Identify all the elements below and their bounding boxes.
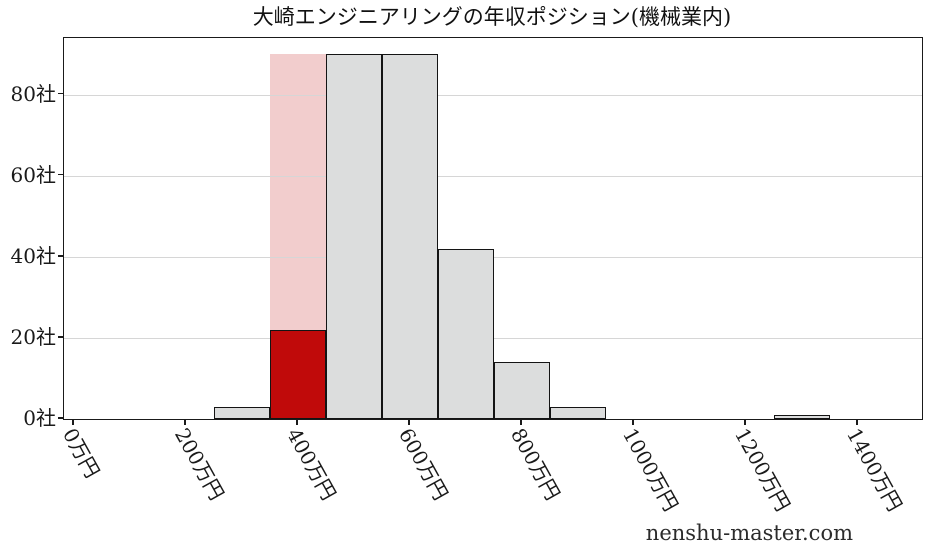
gridline-y-60 [64, 175, 922, 177]
x-axis-label-text: 1200万円 [730, 424, 796, 516]
y-axis-tick [58, 93, 63, 95]
histogram-bar [550, 406, 607, 419]
histogram-bar [326, 54, 383, 419]
x-axis-label-text: 400万円 [282, 424, 341, 505]
x-axis-label-text: 800万円 [506, 424, 566, 505]
histogram-bar [494, 362, 551, 419]
x-axis-label-text: 200万円 [170, 424, 229, 505]
y-axis-tick [58, 174, 63, 176]
y-axis-label: 40社 [10, 243, 56, 268]
y-axis-tick [58, 255, 63, 257]
x-axis-label-text: 0万円 [58, 424, 105, 482]
y-axis-tick [58, 336, 63, 338]
histogram-bar [774, 414, 831, 419]
y-axis-tick [58, 417, 63, 419]
y-axis-label: 80社 [10, 81, 56, 106]
x-axis-tick [632, 419, 634, 425]
x-axis-label-text: 1400万円 [842, 424, 908, 516]
y-axis-label: 60社 [10, 162, 56, 187]
histogram-bar [382, 54, 439, 419]
x-axis-tick [520, 419, 522, 425]
chart-title: 大崎エンジニアリングの年収ポジション(機械業内) [252, 5, 732, 29]
x-axis-tick [744, 419, 746, 425]
histogram-bar-highlighted [270, 329, 327, 419]
histogram-bar [214, 406, 271, 419]
y-axis-label: 0社 [23, 406, 56, 430]
x-axis-tick [296, 419, 298, 425]
y-axis-label: 20社 [10, 324, 56, 349]
gridline-y-80 [64, 94, 922, 96]
watermark-text: nenshu-master.com [645, 521, 853, 545]
x-axis-label-text: 600万円 [394, 424, 454, 505]
x-axis-label-text: 1000万円 [618, 424, 684, 516]
histogram-bar [438, 248, 495, 419]
plot-area [63, 37, 923, 420]
x-axis-tick [408, 419, 410, 425]
x-axis-tick [184, 419, 186, 425]
x-axis-tick [72, 419, 74, 425]
x-axis-tick [856, 419, 858, 425]
